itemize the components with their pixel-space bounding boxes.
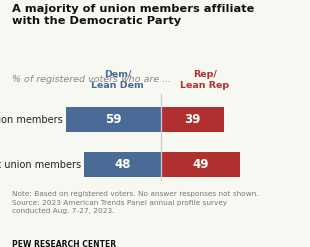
Text: A majority of union members affiliate
with the Democratic Party: A majority of union members affiliate wi… <box>12 4 255 26</box>
Bar <box>161 152 240 177</box>
Text: PEW RESEARCH CENTER: PEW RESEARCH CENTER <box>12 240 117 247</box>
Text: Not union members: Not union members <box>0 160 81 169</box>
Text: Rep/
Lean Rep: Rep/ Lean Rep <box>180 70 229 90</box>
Text: Note: Based on registered voters. No answer responses not shown.
Source: 2023 Am: Note: Based on registered voters. No ans… <box>12 191 259 214</box>
Text: 48: 48 <box>114 158 131 171</box>
Bar <box>84 152 161 177</box>
Text: 59: 59 <box>105 113 122 126</box>
Text: Dem/
Lean Dem: Dem/ Lean Dem <box>91 70 144 90</box>
Text: 49: 49 <box>193 158 209 171</box>
Text: % of registered voters who are ...: % of registered voters who are ... <box>12 75 172 84</box>
Text: Union members: Union members <box>0 115 63 124</box>
Bar <box>66 107 161 132</box>
Text: 39: 39 <box>184 113 201 126</box>
Bar <box>161 107 224 132</box>
